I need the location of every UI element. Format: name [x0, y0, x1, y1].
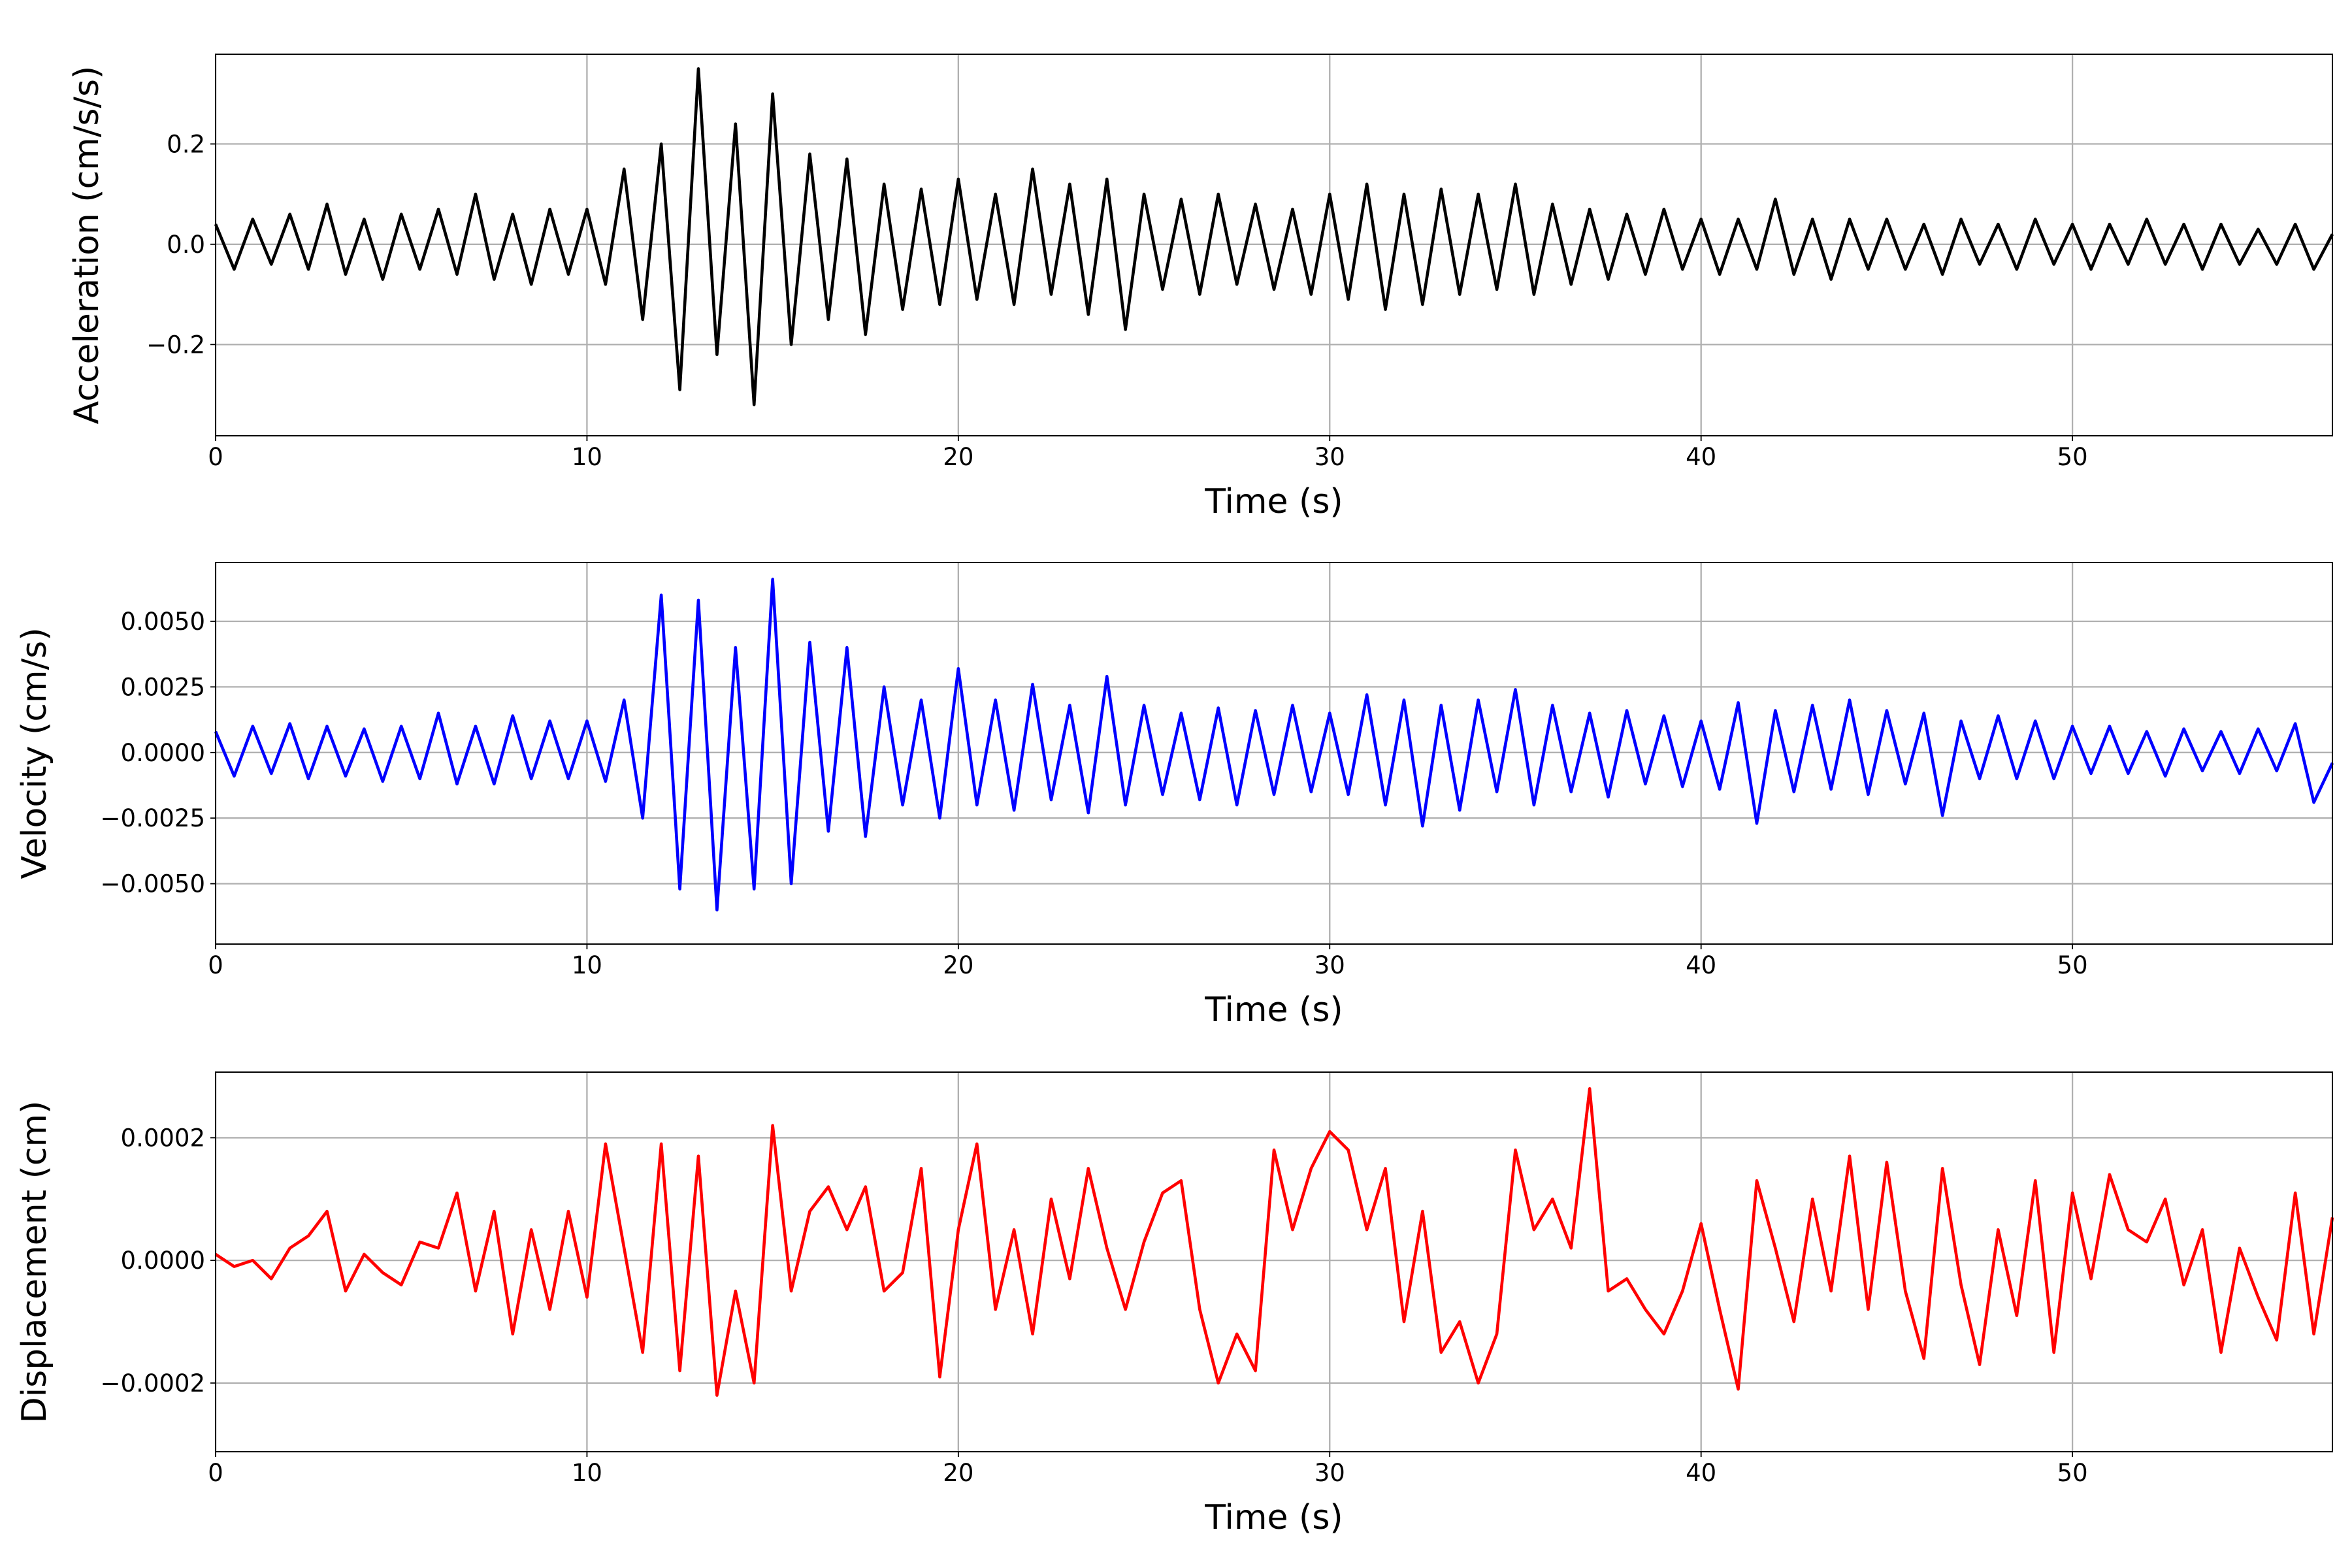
x-tick-label: 10	[572, 443, 602, 471]
x-tick-label: 30	[1315, 951, 1345, 979]
x-axis-label: Time (s)	[1204, 482, 1343, 521]
x-tick-label: 0	[208, 1459, 223, 1487]
x-tick-label: 50	[2057, 951, 2088, 979]
y-tick-label: −0.2	[146, 331, 205, 359]
x-tick-label: 0	[208, 443, 223, 471]
x-axis-label: Time (s)	[1204, 1498, 1343, 1537]
x-tick-label: 40	[1686, 443, 1716, 471]
y-tick-label: 0.0025	[121, 673, 205, 701]
x-tick-label: 0	[208, 951, 223, 979]
x-tick-label: 50	[2057, 443, 2088, 471]
x-tick-label: 50	[2057, 1459, 2088, 1487]
y-tick-label: −0.0050	[101, 870, 205, 898]
y-tick-label: 0.0	[167, 231, 205, 259]
y-tick-label: 0.0000	[121, 739, 205, 767]
y-tick-label: 0.0002	[121, 1124, 205, 1152]
axes-frame	[215, 54, 2333, 436]
x-tick-label: 20	[943, 951, 973, 979]
x-axis-label: Time (s)	[1204, 990, 1343, 1030]
y-axis-label: Displacement (cm)	[15, 1101, 54, 1424]
y-tick-label: 0.0000	[121, 1247, 205, 1275]
x-tick-label: 40	[1686, 951, 1716, 979]
y-axis-label: Acceleration (cm/s/s)	[67, 66, 106, 425]
y-tick-label: 0.0050	[121, 608, 205, 636]
signal-line	[214, 578, 2334, 912]
x-tick-label: 40	[1686, 1459, 1716, 1487]
y-tick-label: 0.2	[167, 130, 205, 158]
x-tick-label: 10	[572, 1459, 602, 1487]
signal-line	[214, 1087, 2334, 1397]
x-tick-label: 20	[943, 1459, 973, 1487]
x-tick-label: 20	[943, 443, 973, 471]
x-tick-label: 30	[1315, 443, 1345, 471]
x-tick-label: 30	[1315, 1459, 1345, 1487]
y-axis-label: Velocity (cm/s)	[15, 628, 54, 879]
axes-frame	[215, 1071, 2333, 1452]
y-tick-label: −0.0025	[101, 804, 205, 832]
x-tick-label: 10	[572, 951, 602, 979]
signal-line	[214, 67, 2334, 406]
y-tick-label: −0.0002	[101, 1369, 205, 1397]
axes-frame	[215, 562, 2333, 945]
